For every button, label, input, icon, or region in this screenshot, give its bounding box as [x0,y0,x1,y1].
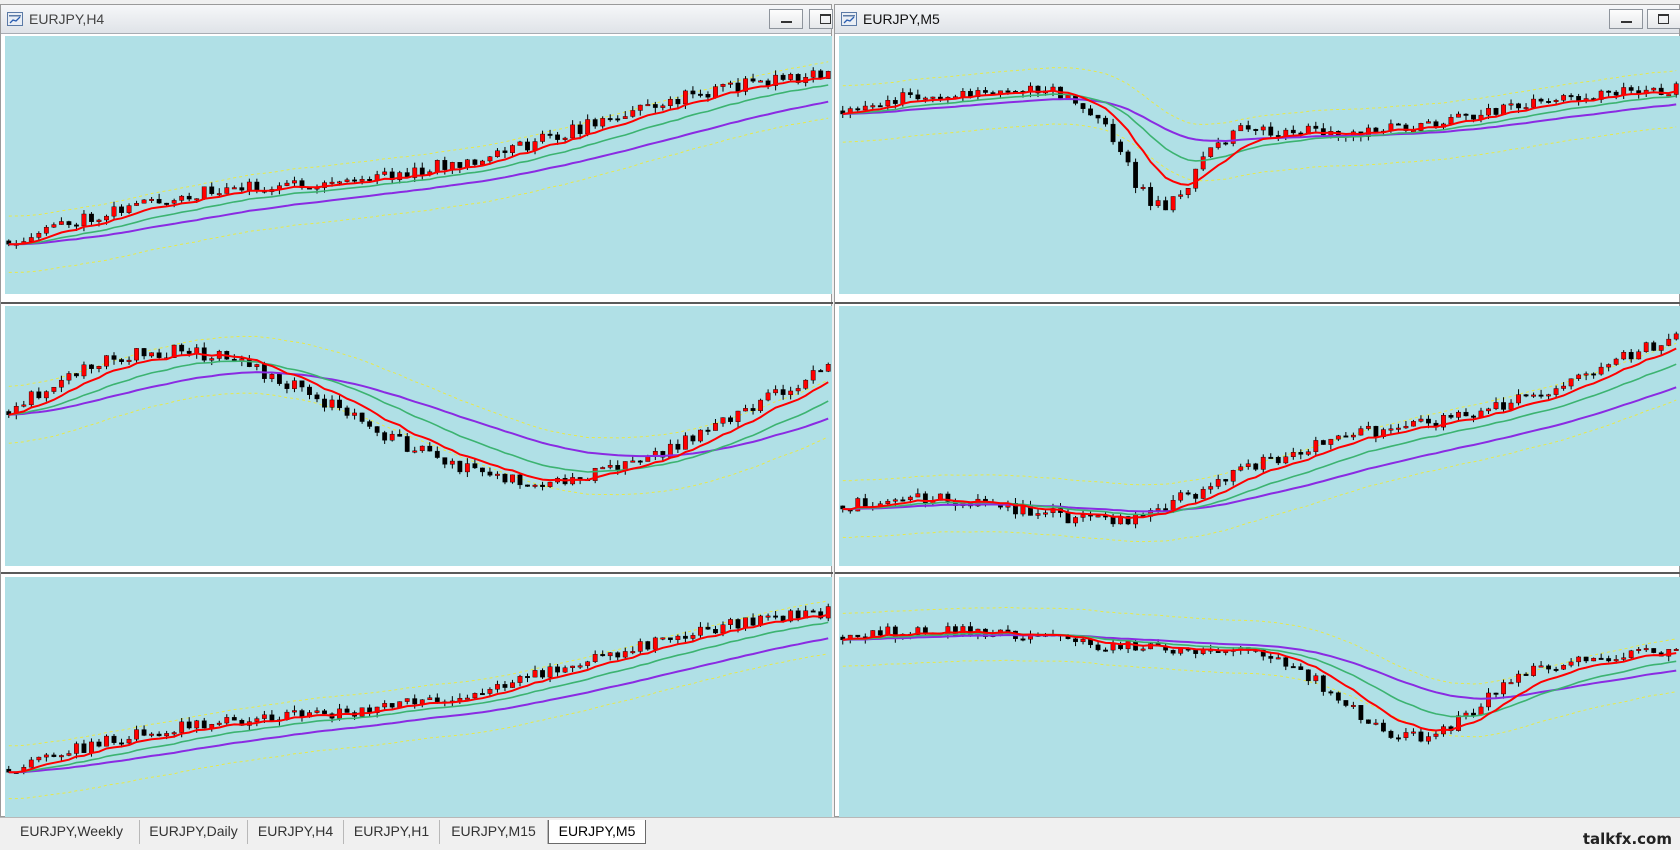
window-title: EURJPY,M5 [863,11,940,27]
pane-divider [835,302,1680,304]
candlestick-chart [840,606,1679,745]
maximize-button[interactable] [809,9,833,29]
candlestick-chart [840,67,1679,213]
tab-eurjpy-h4[interactable]: EURJPY,H4 [248,820,344,844]
window-titlebar[interactable]: EURJPY,H4 [1,5,833,34]
maximize-icon [820,14,831,24]
chart-window-right[interactable]: EURJPY,M5 [834,4,1680,819]
maximize-icon [1658,14,1669,24]
tab-eurjpy-daily[interactable]: EURJPY,Daily [140,820,248,844]
candlestick-chart [6,61,831,273]
chart-pane-m5-bottom[interactable] [839,577,1680,819]
tab-eurjpy-h1[interactable]: EURJPY,H1 [344,820,440,844]
candlestick-chart [840,331,1679,543]
chart-pane-m5-top[interactable] [839,36,1680,294]
minimize-icon [781,21,792,23]
chart-window-icon [841,12,857,26]
window-title: EURJPY,H4 [29,11,105,27]
pane-divider [1,572,833,574]
minimize-button[interactable] [769,9,803,29]
candlestick-chart [6,600,831,800]
tab-eurjpy-m15[interactable]: EURJPY,M15 [440,820,548,844]
chart-tab-bar: EURJPY,Weekly EURJPY,Daily EURJPY,H4 EUR… [0,817,1680,850]
chart-pane-h4-middle[interactable] [5,306,832,566]
minimize-button[interactable] [1609,9,1643,29]
minimize-icon [1621,21,1632,23]
chart-window-icon [7,12,23,26]
tab-eurjpy-m5[interactable]: EURJPY,M5 [548,820,646,844]
window-titlebar[interactable]: EURJPY,M5 [835,5,1680,34]
pane-divider [835,572,1680,574]
watermark: talkfx.com [1582,830,1672,848]
chart-pane-h4-bottom[interactable] [5,577,832,819]
tab-eurjpy-weekly[interactable]: EURJPY,Weekly [4,820,140,844]
pane-divider [1,302,833,304]
chart-window-left[interactable]: EURJPY,H4 [0,4,833,819]
chart-pane-m5-middle[interactable] [839,306,1680,566]
candlestick-chart [6,335,831,496]
maximize-button[interactable] [1647,9,1680,29]
chart-pane-h4-top[interactable] [5,36,832,294]
